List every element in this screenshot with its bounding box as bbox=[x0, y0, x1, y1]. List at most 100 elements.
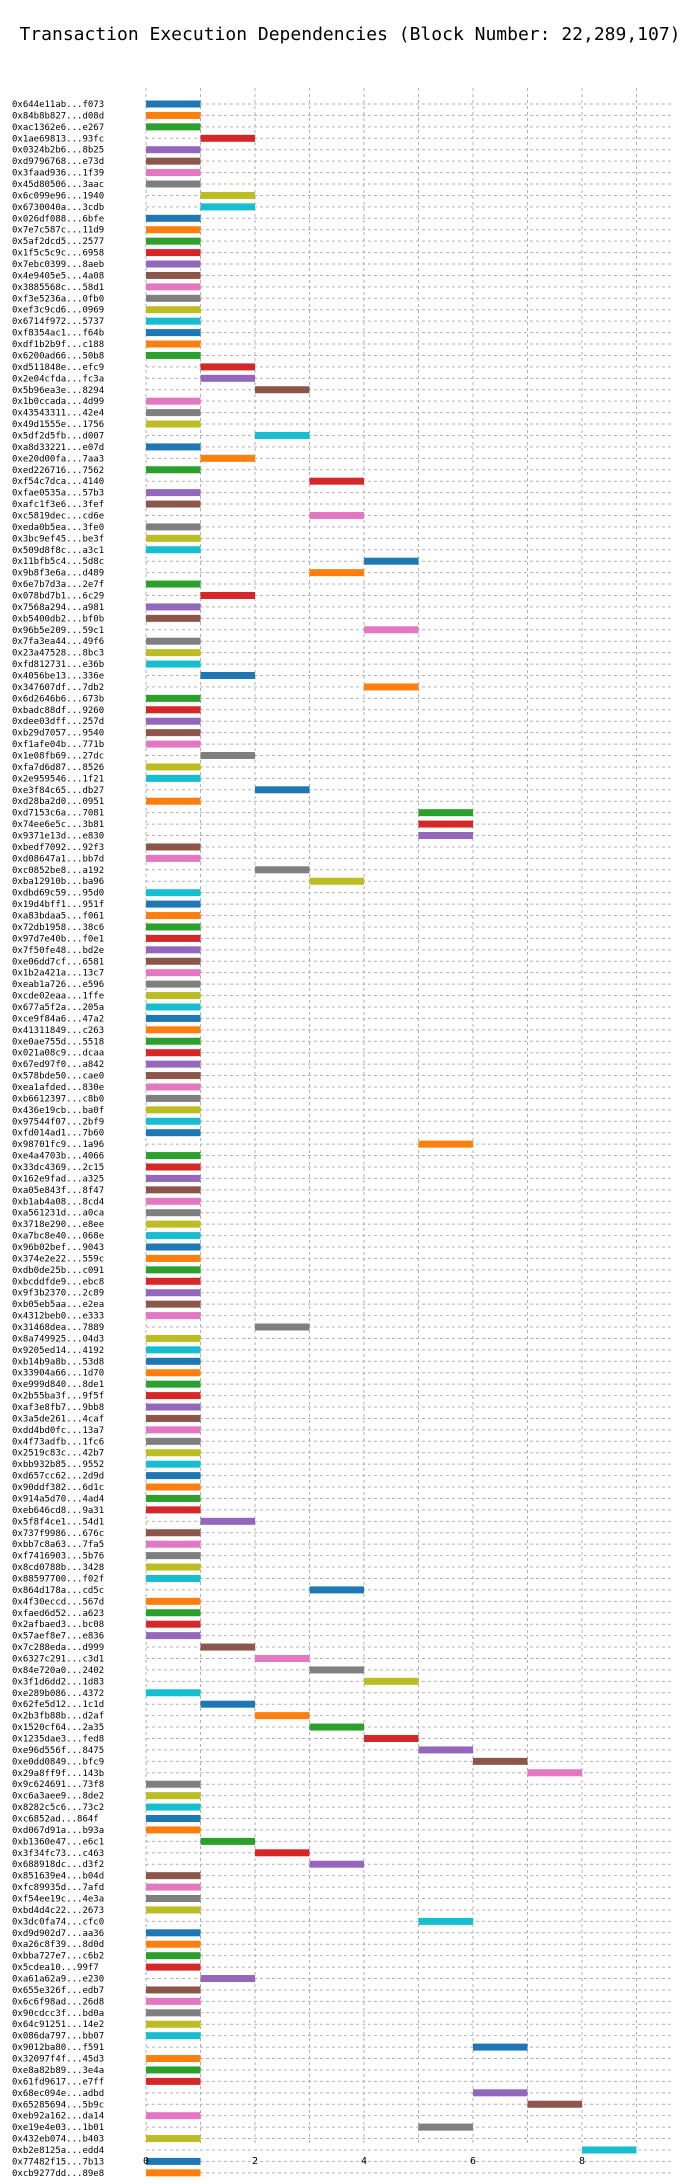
bar bbox=[527, 2100, 582, 2108]
y-tick-label: 0xaf3e8fb7...9bb8 bbox=[12, 1403, 104, 1413]
bar bbox=[146, 694, 201, 702]
y-tick-label: 0x6c099e96...1940 bbox=[12, 191, 104, 201]
y-tick-label: 0x1b2a421a...13c7 bbox=[12, 969, 104, 979]
y-tick-label: 0xa8d33221...e07d bbox=[12, 443, 104, 453]
bar bbox=[146, 534, 201, 542]
bar bbox=[146, 637, 201, 645]
bar bbox=[146, 146, 201, 154]
y-tick-label: 0x5df2d5fb...d007 bbox=[12, 431, 104, 441]
bar bbox=[146, 729, 201, 737]
y-tick-label: 0x3718e290...e8ee bbox=[12, 1220, 104, 1230]
bar bbox=[527, 1769, 582, 1777]
bar bbox=[364, 626, 419, 634]
y-tick-label: 0x864d178a...cd5c bbox=[12, 1586, 104, 1596]
y-tick-label: 0xeda0b5ea...3fe0 bbox=[12, 523, 104, 533]
y-tick-label: 0x7e7c587c...11d9 bbox=[12, 226, 104, 236]
bar bbox=[146, 1072, 201, 1080]
bar bbox=[146, 2135, 201, 2143]
bar bbox=[146, 797, 201, 805]
bar bbox=[418, 1746, 473, 1754]
bar bbox=[146, 157, 201, 165]
y-tick-label: 0x021a08c9...dcaa bbox=[12, 1049, 104, 1059]
y-tick-label: 0x23a47528...8bc3 bbox=[12, 649, 104, 659]
bar bbox=[146, 1209, 201, 1217]
y-tick-label: 0x3a5de261...4caf bbox=[12, 1414, 104, 1424]
y-tick-label: 0x1e08fb69...27dc bbox=[12, 752, 104, 762]
y-tick-label: 0xdee03dff...257d bbox=[12, 717, 104, 727]
bar bbox=[364, 557, 419, 565]
y-tick-label: 0xe20d00fa...7aa3 bbox=[12, 454, 104, 464]
bar bbox=[146, 1483, 201, 1491]
y-tick-label: 0x1b0ccada...4d99 bbox=[12, 397, 104, 407]
x-tick-label: 2 bbox=[252, 2156, 258, 2167]
bar bbox=[146, 489, 201, 497]
y-tick-label: 0x9371e13d...e830 bbox=[12, 832, 104, 842]
y-tick-label: 0xb05eb5aa...e2ea bbox=[12, 1300, 104, 1310]
bar bbox=[146, 1929, 201, 1937]
bar bbox=[255, 1654, 310, 1662]
y-tick-label: 0x33904a66...1d70 bbox=[12, 1369, 104, 1379]
bar bbox=[146, 169, 201, 177]
bar bbox=[146, 1540, 201, 1548]
y-tick-label: 0x3dc0fa74...cfc0 bbox=[12, 1917, 104, 1927]
bar bbox=[200, 1975, 255, 1983]
bar bbox=[146, 1357, 201, 1365]
y-tick-label: 0x0324b2b6...8b25 bbox=[12, 146, 104, 156]
y-tick-label: 0x74ee6e5c...3b81 bbox=[12, 820, 104, 830]
y-tick-label: 0x98701fc9...1a96 bbox=[12, 1140, 104, 1150]
y-tick-label: 0x347607df...7db2 bbox=[12, 683, 104, 693]
bar bbox=[146, 1529, 201, 1537]
bar bbox=[255, 866, 310, 874]
bar bbox=[146, 992, 201, 1000]
bar bbox=[146, 1906, 201, 1914]
y-tick-label: 0x9c624691...73f8 bbox=[12, 1780, 104, 1790]
y-tick-label: 0xe06dd7cf...6581 bbox=[12, 957, 104, 967]
y-tick-label: 0x90ddf382...6d1c bbox=[12, 1483, 104, 1493]
y-tick-label: 0xb14b9a8b...53d8 bbox=[12, 1357, 104, 1367]
y-tick-label: 0x8282c5c6...73c2 bbox=[12, 1803, 104, 1813]
bar bbox=[146, 397, 201, 405]
bar bbox=[200, 1643, 255, 1651]
bar bbox=[146, 351, 201, 359]
bar bbox=[255, 431, 310, 439]
y-tick-label: 0x7c288eda...d999 bbox=[12, 1643, 104, 1653]
y-tick-label: 0x7fa3ea44...49f6 bbox=[12, 637, 104, 647]
grid-layer bbox=[145, 88, 672, 2174]
y-tick-label: 0x4312beb0...e333 bbox=[12, 1312, 104, 1322]
y-tick-label: 0xc0852be8...a192 bbox=[12, 866, 104, 876]
bar bbox=[146, 1986, 201, 1994]
y-tick-label: 0x078bd7b1...6c29 bbox=[12, 591, 104, 601]
bar bbox=[146, 1186, 201, 1194]
y-tick-label: 0x6714f972...5737 bbox=[12, 317, 104, 327]
y-tick-label: 0x162e9fad...a325 bbox=[12, 1174, 104, 1184]
bar bbox=[146, 1620, 201, 1628]
bar bbox=[146, 1243, 201, 1251]
bar bbox=[146, 1026, 201, 1034]
y-tick-label: 0xb6612397...c8b0 bbox=[12, 1094, 104, 1104]
bar bbox=[146, 500, 201, 508]
y-tick-label: 0xfae0535a...57b3 bbox=[12, 489, 104, 499]
y-tick-label: 0x688918dc...d3f2 bbox=[12, 1860, 104, 1870]
bar bbox=[146, 1414, 201, 1422]
bar bbox=[309, 477, 364, 485]
bar bbox=[146, 1152, 201, 1160]
bar bbox=[146, 1574, 201, 1582]
bar bbox=[146, 2055, 201, 2063]
bar bbox=[418, 820, 473, 828]
y-tick-label: 0xbb932b85...9552 bbox=[12, 1460, 104, 1470]
bar bbox=[364, 1734, 419, 1742]
y-tick-label: 0x655e326f...edb7 bbox=[12, 1986, 104, 1996]
y-tick-label: 0xf3e5236a...0fb0 bbox=[12, 294, 104, 304]
bar bbox=[146, 1597, 201, 1605]
bar bbox=[146, 1163, 201, 1171]
y-tick-label: 0x84e720a0...2402 bbox=[12, 1666, 104, 1676]
bar bbox=[146, 1780, 201, 1788]
y-tick-label: 0xea1afded...830e bbox=[12, 1083, 104, 1093]
y-tick-label: 0xc5819dec...cd6e bbox=[12, 511, 104, 521]
bar bbox=[146, 660, 201, 668]
bar bbox=[418, 2123, 473, 2131]
bar bbox=[146, 1083, 201, 1091]
bar bbox=[146, 1952, 201, 1960]
y-tick-label: 0x9b8f3e6a...d489 bbox=[12, 569, 104, 579]
bar bbox=[146, 100, 201, 108]
